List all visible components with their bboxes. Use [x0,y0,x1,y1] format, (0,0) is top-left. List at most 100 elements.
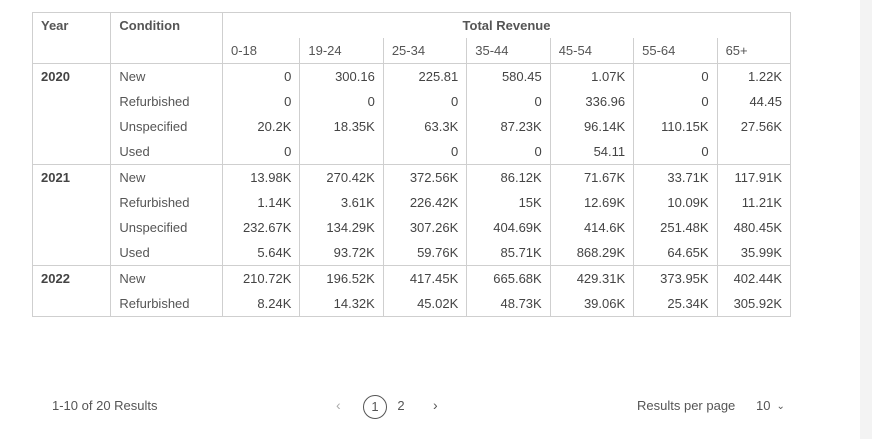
table-row: Used 0 0 0 54.11 0 [33,139,792,165]
revenue-cell: 307.26K [382,215,468,240]
revenue-cell: 1.14K [221,190,301,215]
revenue-cell: 63.3K [382,114,468,139]
column-header-year[interactable]: Year [31,12,112,64]
year-cell: 2020 [31,63,112,165]
condition-cell: Refurbished [110,190,223,215]
revenue-cell: 110.15K [633,114,718,139]
table-row: 2021 New 13.98K 270.42K 372.56K 86.12K 71.67K 3… [31,164,792,266]
revenue-cell: 429.31K [549,265,635,291]
revenue-cell: 0 [382,139,468,165]
table-row: Used 5.64K 93.72K 59.76K 85.71K 868.29K 64.65K… [33,240,792,266]
revenue-cell: 0 [466,89,551,114]
results-per-page-label: Results per page [637,398,736,413]
next-page-icon[interactable]: › [433,397,438,413]
revenue-cell: 64.65K [633,240,718,266]
revenue-cell: 404.69K [466,215,551,240]
revenue-cell: 232.67K [221,215,301,240]
column-header-age-6[interactable]: 65+ [716,38,792,64]
revenue-cell: 14.32K [299,291,384,317]
column-group-header-total-revenue: Total Revenue [221,12,792,38]
revenue-cell: 1.07K [549,63,635,89]
previous-page-icon[interactable]: ‹ [336,397,341,413]
revenue-cell: 86.12K [466,164,551,190]
revenue-cell: 0 [221,63,301,89]
revenue-cell: 580.45 [466,63,551,89]
page-1-button[interactable]: 1 [363,395,387,419]
revenue-cell: 225.81 [382,63,468,89]
revenue-cell: 336.96 [549,89,635,114]
condition-cell: Refurbished [110,89,223,114]
revenue-cell: 1.22K [716,63,792,89]
revenue-cell: 85.71K [466,240,551,266]
revenue-cell: 71.67K [549,164,635,190]
column-header-age-3[interactable]: 35-44 [466,38,551,64]
column-header-age-5[interactable]: 55-64 [633,38,718,64]
chevron-down-icon: ⌄ [776,401,785,412]
revenue-cell: 12.69K [549,190,635,215]
revenue-cell: 868.29K [549,240,635,266]
revenue-cell: 0 [221,139,301,165]
revenue-cell: 48.73K [466,291,551,317]
revenue-cell: 13.98K [221,164,301,190]
revenue-cell: 372.56K [382,164,468,190]
revenue-cell [299,139,384,165]
column-header-age-0[interactable]: 0-18 [221,38,301,64]
revenue-pivot-table: Year Condition Total Revenue 0-18 19-24 25… [31,12,792,317]
revenue-cell: 45.02K [382,291,468,317]
condition-cell: Used [110,240,223,266]
revenue-cell: 33.71K [633,164,718,190]
column-header-condition[interactable]: Condition [110,12,223,64]
revenue-cell: 270.42K [299,164,384,190]
condition-cell: Used [110,139,223,165]
revenue-cell: 5.64K [221,240,301,266]
condition-cell: New [110,164,223,190]
condition-cell: Refurbished [110,291,223,317]
year-cell: 2021 [31,164,112,266]
table-row: Unspecified 232.67K 134.29K 307.26K 404.69K 4… [33,215,792,240]
revenue-cell [716,139,792,165]
revenue-cell: 402.44K [716,265,792,291]
revenue-cell: 3.61K [299,190,384,215]
results-per-page-select[interactable]: 10 ⌄ [756,398,785,413]
revenue-cell: 93.72K [299,240,384,266]
revenue-cell: 54.11 [549,139,635,165]
revenue-cell: 0 [633,89,718,114]
revenue-cell: 417.45K [382,265,468,291]
revenue-cell: 196.52K [299,265,384,291]
table-row: 2022 New 210.72K 196.52K 417.45K 665.68K 429.3… [31,265,792,317]
table-footer: 1-10 of 20 Results ‹ 1 2 › Results per p… [0,394,860,419]
revenue-cell: 210.72K [221,265,301,291]
revenue-cell: 39.06K [549,291,635,317]
page-2-button[interactable]: 2 [397,398,405,413]
revenue-cell: 0 [633,139,718,165]
column-header-age-1[interactable]: 19-24 [299,38,384,64]
table-row: Refurbished 8.24K 14.32K 45.02K 48.73K 39.06K… [33,291,792,317]
revenue-cell: 0 [466,139,551,165]
revenue-cell: 0 [382,89,468,114]
revenue-cell: 665.68K [466,265,551,291]
revenue-cell: 226.42K [382,190,468,215]
revenue-cell: 20.2K [221,114,301,139]
revenue-cell: 0 [221,89,301,114]
scrollbar-track [860,0,872,439]
revenue-cell: 27.56K [716,114,792,139]
revenue-cell: 8.24K [221,291,301,317]
column-header-age-2[interactable]: 25-34 [382,38,468,64]
column-header-age-4[interactable]: 45-54 [549,38,635,64]
results-per-page-value: 10 [756,398,771,413]
year-cell: 2022 [31,265,112,317]
revenue-cell: 0 [633,63,718,89]
table-row: 2020 New 0 300.16 225.81 580.45 1.07K 0 1.22K [31,63,792,165]
table-row: Refurbished 1.14K 3.61K 226.42K 15K 12.69K 10.… [33,190,792,215]
revenue-cell: 373.95K [633,265,718,291]
revenue-cell: 18.35K [299,114,384,139]
revenue-cell: 251.48K [633,215,718,240]
table-row: Unspecified 20.2K 18.35K 63.3K 87.23K 96.14K 1… [33,114,792,139]
revenue-cell: 134.29K [299,215,384,240]
revenue-cell: 15K [466,190,551,215]
revenue-cell: 59.76K [382,240,468,266]
revenue-cell: 25.34K [633,291,718,317]
revenue-cell: 0 [299,89,384,114]
revenue-cell: 44.45 [716,89,792,114]
condition-cell: New [110,265,223,291]
